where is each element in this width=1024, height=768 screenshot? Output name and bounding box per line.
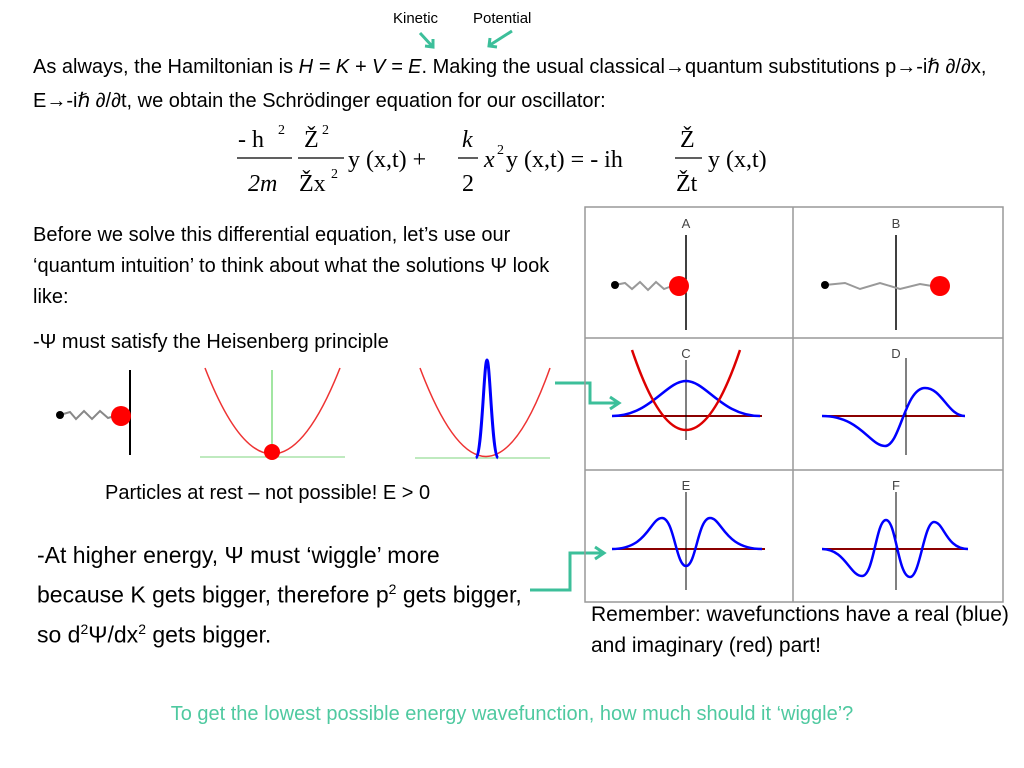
hamiltonian: H = K + V = E [298, 56, 422, 78]
panel-label: E [682, 478, 691, 493]
question: To get the lowest possible energy wavefu… [170, 703, 854, 725]
eq-part: 2 [462, 171, 474, 197]
wiggle-text: -At higher energy, Ψ must ‘wiggle’ more … [37, 538, 532, 651]
rest-caption: Particles at rest – not possible! E > 0 [105, 482, 431, 504]
text: gets bigger. [145, 621, 272, 648]
eq-part: k [462, 127, 473, 153]
eq-part: Žt [676, 171, 698, 197]
panel-label: C [681, 346, 690, 361]
eq-part: y (x,t) = - ih [506, 147, 623, 173]
eq-part: Ž [304, 127, 319, 153]
wavefunction-panels [584, 206, 1004, 603]
intro-text: As always, the Hamiltonian is H = K + V … [33, 50, 993, 118]
eq-part: y (x,t) + [348, 147, 426, 173]
sup: 2 [388, 581, 397, 597]
eq-part: y (x,t) [708, 147, 767, 173]
panels-caption: Remember: wavefunctions have a real (blu… [591, 603, 1009, 657]
panel-label: F [892, 478, 900, 493]
text: Ψ/dx [88, 621, 139, 648]
text: As always, the Hamiltonian is [33, 56, 299, 78]
equation: - h 2 2m Ž 2 Žx 2 y (x,t) + k 2 x 2 y (x… [237, 123, 767, 197]
rest-illustrations [56, 358, 551, 460]
potential-label: Potential [473, 10, 531, 27]
eq-part: - h [238, 127, 264, 153]
eq-part: Žx [299, 171, 326, 197]
panel-label: B [892, 216, 901, 231]
sup: 2 [80, 620, 89, 637]
panel-label: D [891, 346, 900, 361]
eq-part: 2m [248, 171, 277, 197]
text: gets bigger, so d [37, 581, 522, 648]
eq-part: 2 [497, 143, 504, 158]
eq-part: x [483, 147, 495, 173]
text: -At higher energy, Ψ must ‘wiggle’ more … [37, 542, 440, 608]
text: . Making the usual classical→quantum sub… [33, 56, 987, 112]
eq-part: 2 [322, 123, 329, 138]
heisenberg-text: -Ψ must satisfy the Heisenberg principle [33, 331, 389, 353]
intuition-text: Before we solve this differential equati… [33, 224, 550, 308]
panel-label: A [682, 216, 691, 231]
eq-part: 2 [278, 123, 285, 138]
kinetic-label: Kinetic [393, 10, 439, 27]
eq-part: Ž [680, 127, 695, 153]
sup: 2 [138, 620, 146, 637]
eq-part: 2 [331, 167, 338, 182]
annotation-arrows [418, 29, 622, 592]
